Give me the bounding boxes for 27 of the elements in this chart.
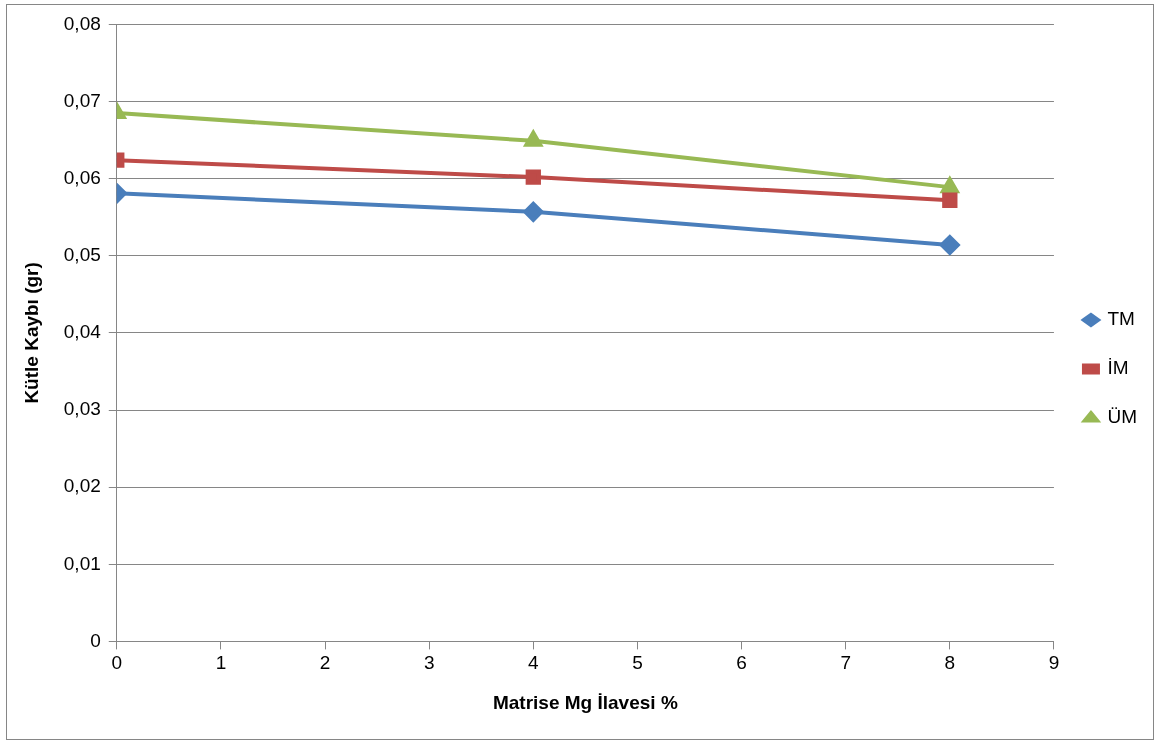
x-tick-label: 0 (111, 652, 123, 674)
y-tick-label: 0,08 (63, 12, 101, 34)
y-tick-label: 0,01 (63, 552, 101, 574)
y-tick-label: 0,06 (63, 166, 101, 188)
legend-label: ÜM (1107, 406, 1138, 428)
legend-label: İM (1107, 357, 1129, 379)
x-tick-label: 4 (528, 652, 540, 674)
point (942, 192, 958, 208)
y-tick-label: 0,02 (63, 475, 101, 497)
x-tick-label: 5 (632, 652, 643, 674)
x-tick-label: 6 (736, 652, 747, 674)
y-tick-label: 0,04 (63, 321, 102, 343)
x-tick-label: 3 (423, 652, 435, 674)
y-axis-title: Kütle Kaybı (gr) (20, 262, 42, 404)
x-axis-title: Matrise Mg İlavesi % (492, 691, 678, 713)
point (939, 234, 960, 255)
x-tick-label: 1 (215, 652, 227, 674)
point (523, 201, 544, 222)
x-tick-label: 2 (319, 652, 331, 674)
x-tick-label: 9 (1048, 652, 1060, 674)
y-tick-label: 0,07 (63, 89, 101, 111)
y-tick-label: 0 (90, 629, 101, 651)
y-tick-label: 0,03 (63, 398, 101, 420)
x-tick-label: 7 (840, 652, 851, 674)
legend-label: TM (1107, 308, 1135, 330)
x-tick-label: 8 (944, 652, 956, 674)
y-tick-label: 0,05 (63, 244, 101, 266)
